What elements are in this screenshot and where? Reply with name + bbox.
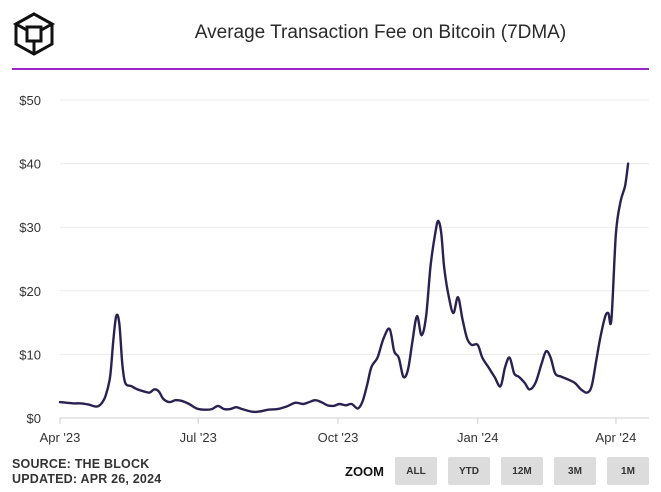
chart-title: Average Transaction Fee on Bitcoin (7DMA… (194, 22, 567, 43)
line-chart: $0 $10 $20 $30 $40 $50 Apr '23 Jul '23 Oct '23 J… (19, 93, 649, 445)
y-tick-label: $50 (19, 93, 41, 108)
y-tick-label: $20 (19, 284, 41, 299)
y-tick-label: $30 (19, 220, 41, 235)
zoom-3m-button[interactable]: 3M (554, 457, 596, 485)
the-block-cube-logo (12, 12, 56, 56)
zoom-12m-button[interactable]: 12M (501, 457, 543, 485)
zoom-1m-button[interactable]: 1M (607, 457, 649, 485)
x-tick-label: Oct '23 (318, 430, 359, 445)
y-axis-ticks: $0 $10 $20 $30 $40 $50 (19, 93, 41, 426)
header-divider (12, 68, 649, 70)
x-axis-ticks: Apr '23 Jul '23 Oct '23 Jan '24 Apr '24 (40, 418, 637, 445)
zoom-all-button[interactable]: ALL (395, 457, 437, 485)
grid-lines (60, 99, 649, 419)
x-tick-label: Apr '23 (40, 430, 81, 445)
y-tick-label: $0 (27, 411, 41, 426)
y-tick-label: $10 (19, 347, 41, 362)
x-tick-label: Jan '24 (457, 430, 499, 445)
y-tick-label: $40 (19, 157, 41, 172)
zoom-label: ZOOM (345, 463, 384, 479)
x-tick-label: Jul '23 (180, 430, 217, 445)
updated-text: UPDATED: APR 26, 2024 (12, 472, 162, 486)
fee-series-line (58, 162, 630, 414)
zoom-controls: ZOOM ALL YTD 12M 3M 1M (345, 457, 649, 485)
x-tick-label: Apr '24 (596, 430, 637, 445)
footer-source: SOURCE: THE BLOCK UPDATED: APR 26, 2024 (12, 457, 161, 487)
source-text: SOURCE: THE BLOCK (12, 457, 150, 471)
zoom-ytd-button[interactable]: YTD (448, 457, 490, 485)
